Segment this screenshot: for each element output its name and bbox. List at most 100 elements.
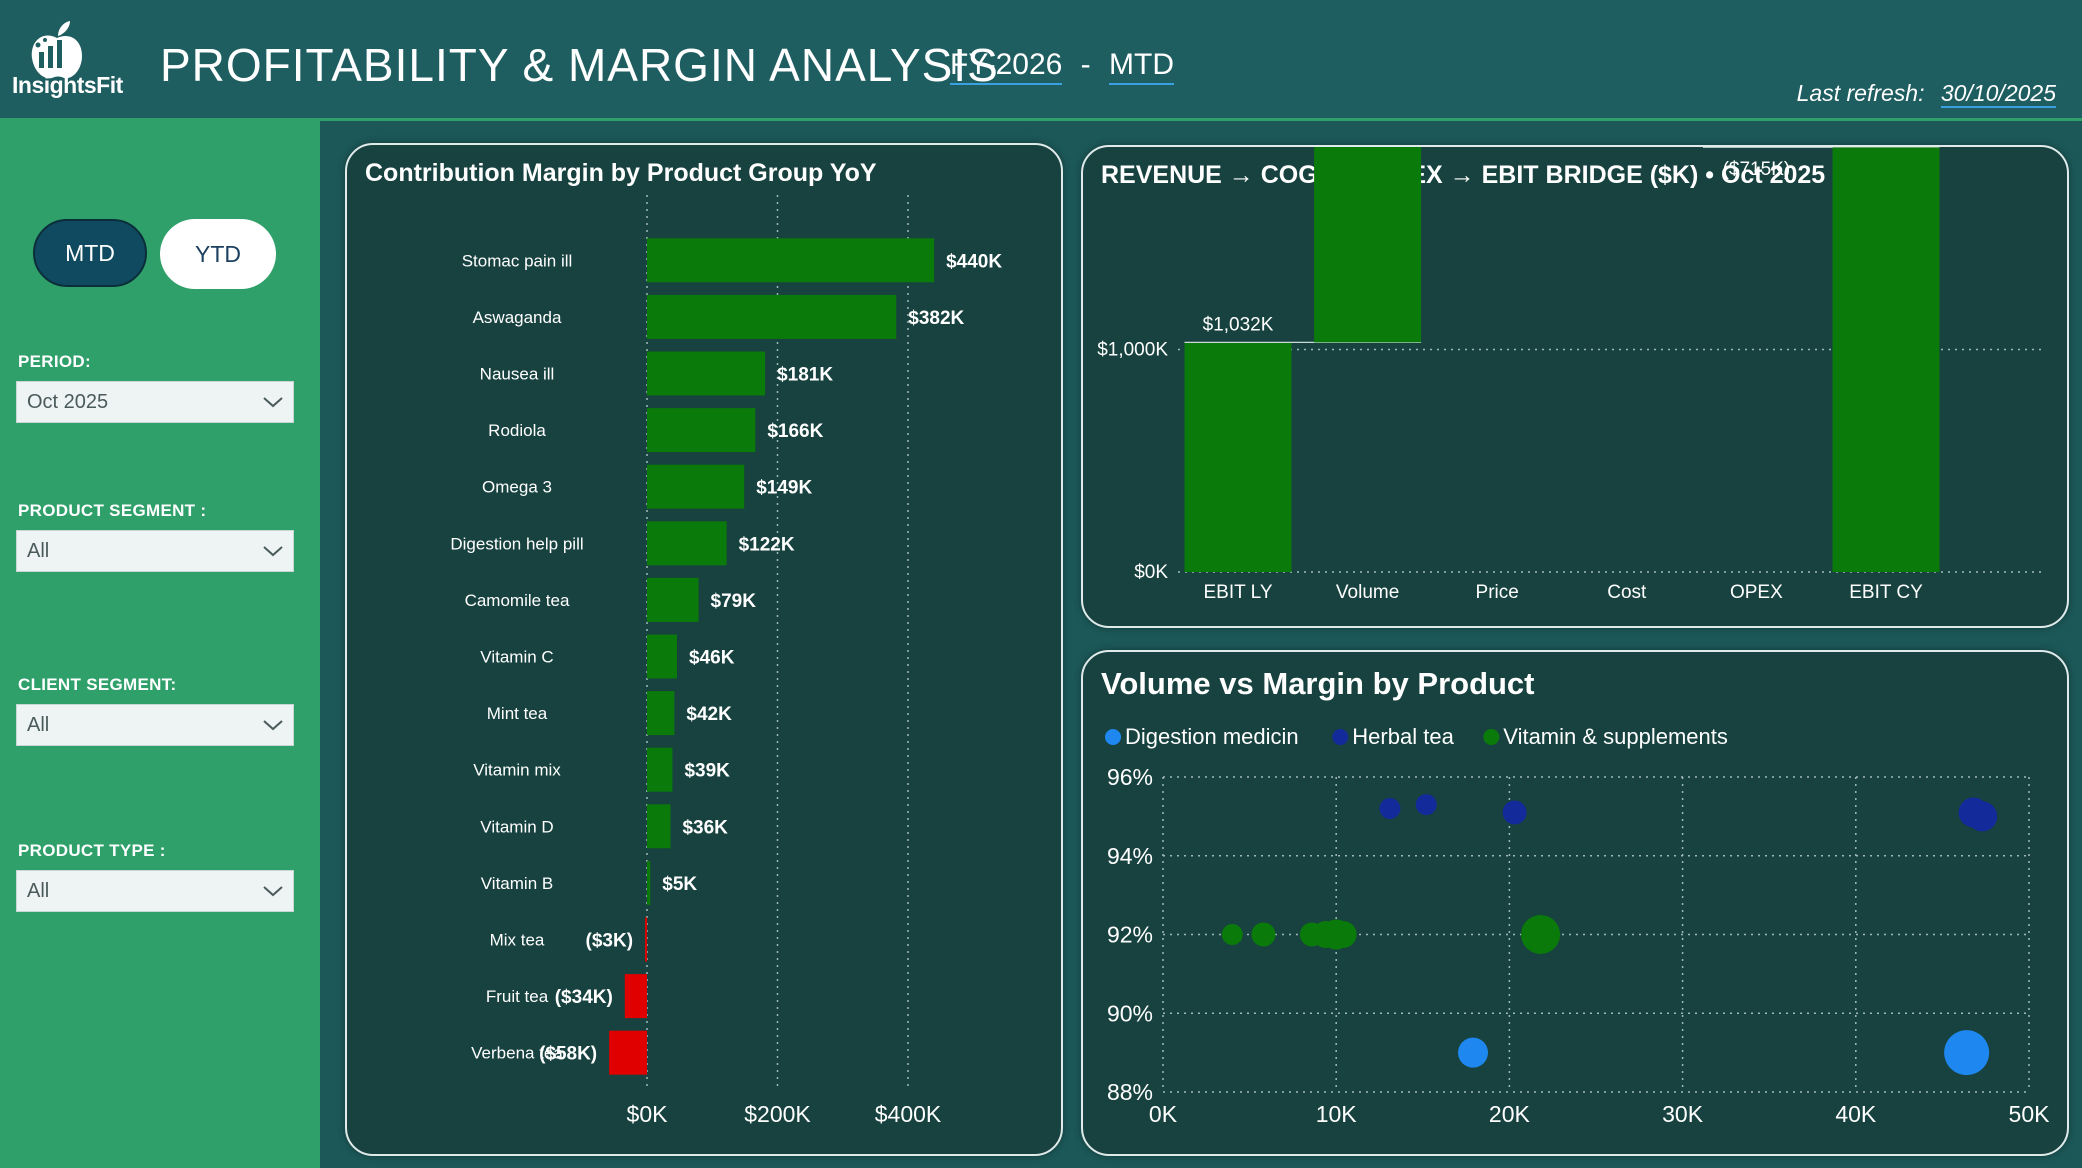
category-label: Nausea ill <box>480 365 555 384</box>
bar-value-label: $149K <box>756 478 812 499</box>
bar-value-label: $5K <box>662 874 697 895</box>
x-tick-label: $200K <box>744 1101 811 1127</box>
scatter-point <box>1967 801 1998 832</box>
period-separator: - <box>1080 48 1091 81</box>
bar-value-label: ($34K) <box>555 987 613 1008</box>
x-tick-label: $0K <box>627 1101 669 1127</box>
product-type-dropdown-value: All <box>27 879 50 902</box>
bar-value-label: $181K <box>777 365 833 386</box>
chevron-down-icon <box>263 397 283 408</box>
category-label: Camomile tea <box>465 591 570 610</box>
ebit-bridge-chart: $0K$1,000K$2,000K$3,000K$4,000K$1,032KEB… <box>1097 147 2043 603</box>
scatter-point <box>1415 794 1437 816</box>
volume-margin-chart: 88% 90% 92% 94% 96% 0K 10K 20K 30K 40K 50K Digestio… <box>1105 724 2051 1127</box>
logo-text: InsightsFit <box>12 72 123 98</box>
bar <box>609 1030 647 1075</box>
period-filter-label: PERIOD: <box>18 352 91 371</box>
x-tick-label: 50K <box>2009 1101 2051 1127</box>
y-tick-label: 90% <box>1107 1000 1153 1026</box>
page-title: PROFITABILITY & MARGIN ANALYSIS <box>160 39 999 91</box>
product-type-dropdown[interactable]: All <box>16 870 294 912</box>
bar <box>647 294 897 339</box>
contribution-margin-title: Contribution Margin by Product Group YoY <box>365 159 877 187</box>
x-category-label: EBIT LY <box>1204 582 1273 603</box>
legend-marker <box>1332 729 1349 745</box>
chevron-down-icon <box>263 886 283 897</box>
last-refresh-date: 30/10/2025 <box>1940 80 2056 108</box>
category-label: Vitamin mix <box>473 761 561 780</box>
legend-marker <box>1105 729 1121 745</box>
category-label: Vitamin D <box>480 817 553 836</box>
scatter-point <box>1502 800 1527 825</box>
header-divider <box>0 118 2082 121</box>
category-label: Mix tea <box>490 931 545 950</box>
category-label: Digestion help pill <box>450 534 583 553</box>
category-label: Verbena tea <box>471 1044 563 1063</box>
category-label: Omega 3 <box>482 478 552 497</box>
volume-margin-title: Volume vs Margin by Product <box>1101 666 1535 701</box>
bar <box>647 860 651 905</box>
category-label: Aswaganda <box>473 308 562 327</box>
bar-value-label: $166K <box>767 421 823 442</box>
period-mode-link[interactable]: MTD <box>1109 48 1174 85</box>
legend-label: Digestion medicin <box>1125 724 1299 749</box>
waterfall-bar <box>1832 147 1940 572</box>
waterfall-value-label: $1,032K <box>1203 314 1274 335</box>
insightsfit-logo-icon <box>31 21 83 79</box>
legend-label: Herbal tea <box>1352 724 1454 749</box>
scatter-point <box>1379 798 1401 819</box>
product-segment-dropdown-value: All <box>27 539 50 562</box>
x-tick-label: 30K <box>1662 1101 1704 1127</box>
bar <box>645 917 648 962</box>
legend-marker <box>1483 729 1500 745</box>
bar <box>647 804 671 849</box>
product-segment-filter-label: PRODUCT SEGMENT : <box>18 501 207 520</box>
bar <box>647 464 745 509</box>
x-tick-label: $400K <box>875 1101 942 1127</box>
y-tick-label: 94% <box>1107 843 1153 869</box>
client-segment-dropdown[interactable]: All <box>16 704 294 746</box>
bar <box>647 351 766 396</box>
ytd-toggle-button[interactable]: YTD <box>160 219 276 289</box>
y-tick-label: 92% <box>1107 922 1153 948</box>
bar-value-label: $39K <box>684 761 730 782</box>
bar-value-label: $46K <box>689 648 735 669</box>
x-category-label: Price <box>1476 582 1519 603</box>
y-tick-label: 88% <box>1107 1079 1153 1105</box>
scatter-point <box>1521 915 1561 954</box>
x-category-label: OPEX <box>1730 582 1783 603</box>
bar-value-label: ($58K) <box>539 1044 597 1065</box>
category-label: Rodiola <box>488 421 546 440</box>
period-dropdown[interactable]: Oct 2025 <box>16 381 294 423</box>
x-category-label: Cost <box>1607 582 1647 603</box>
mtd-toggle-button[interactable]: MTD <box>33 219 147 287</box>
category-label: Stomac pain ill <box>462 251 573 270</box>
bar <box>647 691 675 736</box>
last-refresh: Last refresh: 30/10/2025 <box>1797 80 2056 108</box>
chevron-down-icon <box>263 720 283 731</box>
ebit-bridge-panel: REVENUE → COGS → OPEX → EBIT BRIDGE ($K)… <box>1081 145 2069 628</box>
category-label: Vitamin C <box>480 648 553 667</box>
bar <box>647 238 935 283</box>
y-tick-label: $1,000K <box>1097 340 1168 361</box>
bar <box>647 747 673 792</box>
bar-value-label: ($3K) <box>586 931 634 952</box>
bar-value-label: $79K <box>711 591 757 612</box>
waterfall-bar <box>1314 147 1422 343</box>
bar <box>647 634 678 679</box>
bar <box>624 974 647 1019</box>
x-tick-label: 10K <box>1316 1101 1358 1127</box>
bar <box>647 408 756 453</box>
filter-sidebar <box>0 121 320 1168</box>
legend-label: Vitamin & supplements <box>1503 724 1728 749</box>
category-label: Mint tea <box>487 704 548 723</box>
bar-value-label: $42K <box>686 704 732 725</box>
scatter-point <box>1251 922 1276 947</box>
y-tick-label: $0K <box>1134 562 1168 583</box>
x-tick-label: 40K <box>1835 1101 1877 1127</box>
volume-margin-panel: Volume vs Margin by Product 88% 90% 92% 94%… <box>1081 650 2069 1156</box>
product-segment-dropdown[interactable]: All <box>16 530 294 572</box>
fiscal-year-link[interactable]: FY-2026 <box>950 48 1063 85</box>
scatter-point <box>1221 924 1243 945</box>
scatter-point <box>1329 921 1357 948</box>
